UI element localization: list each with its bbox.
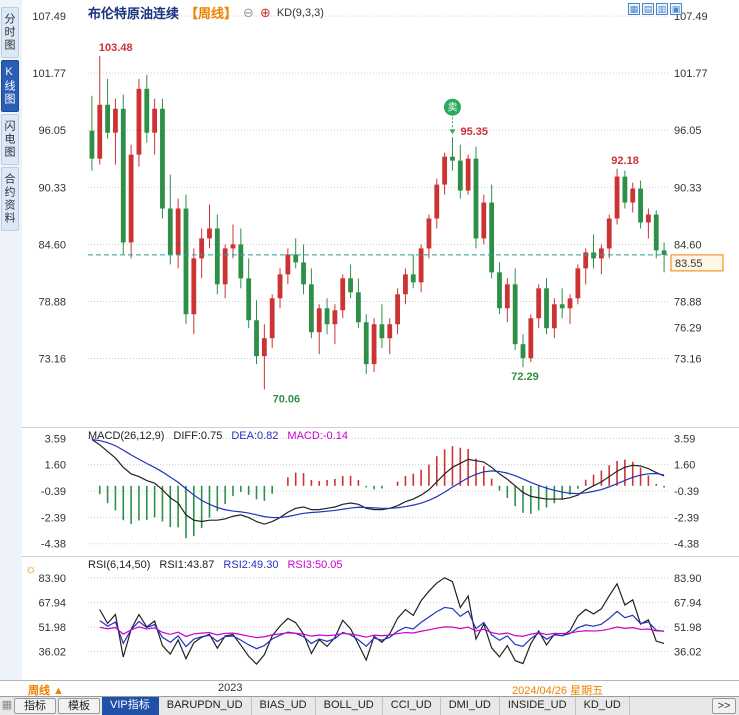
macd-params: MACD(26,12,9) [88,430,165,442]
svg-text:-4.38: -4.38 [674,539,699,551]
svg-text:67.94: 67.94 [674,597,702,609]
rsi-params: RSI(6,14,50) [88,559,151,571]
cursor-date-label: 2024/04/26 星期五 [512,685,604,697]
collapse-indicator-icon[interactable]: ⊖ [243,4,254,20]
layout-switch-icons: ▦ ▤ ▥ ▣ [628,3,682,15]
price-panel: 布伦特原油连续 【周线】 ⊖ ⊕ KD(9,3,3) ▦ ▤ ▥ ▣ 107.49 107… [22,0,739,428]
svg-text:72.29: 72.29 [511,371,539,383]
svg-text:36.02: 36.02 [38,647,66,659]
tab-dmi-ud[interactable]: DMI_UD [441,697,500,715]
sidebar-item-time-chart[interactable]: 分时图 [1,7,19,58]
chart-area: 布伦特原油连续 【周线】 ⊖ ⊕ KD(9,3,3) ▦ ▤ ▥ ▣ 107.49 107… [22,0,739,680]
layout-icon-3[interactable]: ▥ [656,3,668,15]
svg-text:90.33: 90.33 [674,182,702,194]
svg-text:92.18: 92.18 [611,155,639,167]
svg-text:83.55: 83.55 [675,258,703,270]
svg-text:1.60: 1.60 [674,460,695,472]
tab-boll-ud[interactable]: BOLL_UD [316,697,383,715]
svg-text:90.33: 90.33 [38,182,66,194]
price-marker-label: 76.29 [674,322,702,334]
layout-icon-2[interactable]: ▤ [642,3,654,15]
more-tabs-button[interactable]: >> [712,698,736,714]
svg-text:83.90: 83.90 [38,573,66,585]
svg-text:3.59: 3.59 [45,433,66,445]
tab-templates[interactable]: 模板 [58,698,100,714]
rsi3-value: RSI3:50.05 [287,559,343,571]
svg-text:95.35: 95.35 [460,126,488,138]
svg-text:101.77: 101.77 [674,68,708,80]
macd-dea-value: DEA:0.82 [231,430,279,442]
svg-text:107.49: 107.49 [32,11,66,23]
macd-header: MACD(26,12,9) DIFF:0.75 DEA:0.82 MACD:-0… [88,430,348,442]
rsi1-value: RSI1:43.87 [159,559,215,571]
svg-text:73.16: 73.16 [674,354,702,366]
tab-bias-ud[interactable]: BIAS_UD [252,697,316,715]
svg-text:-4.38: -4.38 [41,539,66,551]
svg-text:101.77: 101.77 [32,68,66,80]
sell-badge [443,98,461,116]
tab-indicators[interactable]: 指标 [14,698,56,714]
grid-icon[interactable]: ▦ [1,699,13,711]
svg-text:3.59: 3.59 [674,433,695,445]
sidebar-item-kline-chart[interactable]: K线图 [1,60,19,112]
rsi2-value: RSI2:49.30 [223,559,279,571]
svg-text:96.05: 96.05 [38,125,66,137]
svg-text:78.88: 78.88 [674,296,702,308]
tab-barupdn-ud[interactable]: BARUPDN_UD [159,697,252,715]
svg-text:51.98: 51.98 [674,622,702,634]
tab-vip-indicators[interactable]: VIP指标 [102,697,159,715]
svg-text:78.88: 78.88 [38,296,66,308]
svg-text:-0.39: -0.39 [41,486,66,498]
left-sidebar: 分时图 K线图闪电图合约资料 [0,0,22,680]
rsi-panel: ☼ RSI(6,14,50) RSI1:43.87 RSI2:49.30 RSI… [22,557,739,680]
svg-text:-2.39: -2.39 [674,512,699,524]
macd-chart[interactable]: 3.59 3.59 1.60 1.60 -0.39 -0.39 -2.39 -2.39 -4.3… [22,428,739,557]
symbol-title: 布伦特原油连续 [88,6,180,21]
svg-text:-0.39: -0.39 [674,486,699,498]
svg-text:51.98: 51.98 [38,622,66,634]
last-price-label [670,254,724,272]
svg-text:36.02: 36.02 [674,647,702,659]
kd-indicator-label: KD(9,3,3) [276,6,324,19]
svg-text:1.60: 1.60 [45,460,66,472]
year-label: 2023 [218,682,243,694]
svg-text:67.94: 67.94 [38,597,66,609]
svg-text:84.60: 84.60 [38,239,66,251]
svg-text:103.48: 103.48 [99,42,133,54]
sidebar-item-flash-chart[interactable]: 闪电图 [1,114,19,165]
indicator-settings-icon[interactable]: ☼ [25,561,37,576]
sidebar-item-contract-info[interactable]: 合约资料 [1,167,19,231]
svg-text:卖: 卖 [447,102,457,114]
svg-text:107.49: 107.49 [674,11,708,23]
tab-kd-ud[interactable]: KD_UD [576,697,630,715]
period-selector[interactable]: 周线 ▲ [28,685,64,697]
indicator-tabbar: ▦ 指标 模板 VIP指标 BARUPDN_UD BIAS_UD BOLL_UD CCI_U… [0,696,739,715]
layout-icon-4[interactable]: ▣ [670,3,682,15]
candlestick-chart[interactable]: 107.49 107.49 101.77 101.77 96.05 96.05 90.33 9… [22,0,739,428]
macd-diff-value: DIFF:0.75 [173,430,223,442]
time-axis: 周线 ▲ 2023 2024/04/26 星期五 [0,680,739,697]
tab-inside-ud[interactable]: INSIDE_UD [500,697,576,715]
macd-hist-value: MACD:-0.14 [287,430,348,442]
layout-icon-1[interactable]: ▦ [628,3,640,15]
tab-cci-ud[interactable]: CCI_UD [383,697,441,715]
svg-text:84.60: 84.60 [674,239,702,251]
svg-text:70.06: 70.06 [273,393,301,405]
svg-text:83.90: 83.90 [674,573,702,585]
svg-text:96.05: 96.05 [674,125,702,137]
rsi-header: RSI(6,14,50) RSI1:43.87 RSI2:49.30 RSI3:… [88,559,343,571]
period-tag: 【周线】 [185,6,238,21]
add-indicator-icon[interactable]: ⊕ [259,4,271,20]
svg-text:-2.39: -2.39 [41,512,66,524]
macd-panel: MACD(26,12,9) DIFF:0.75 DEA:0.82 MACD:-0… [22,428,739,557]
svg-text:73.16: 73.16 [38,354,66,366]
tabbar-spacer [630,697,709,715]
rsi-chart[interactable]: 83.90 83.90 67.94 67.94 51.98 51.98 36.02 36.02 [22,557,739,680]
chart-header: 布伦特原油连续 【周线】 ⊖ ⊕ KD(9,3,3) [88,3,324,22]
